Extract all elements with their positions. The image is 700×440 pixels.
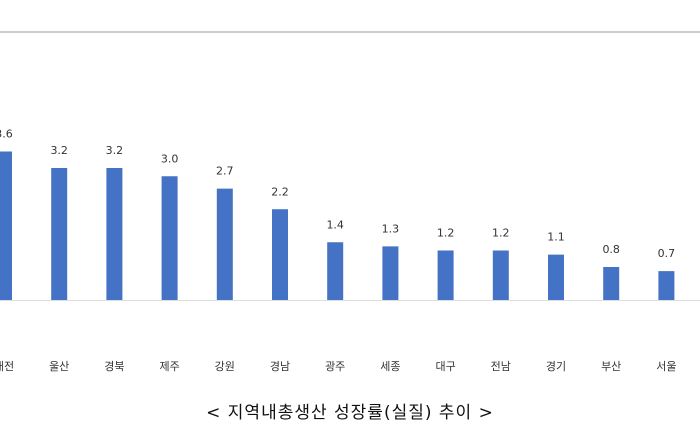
bar: [603, 267, 620, 300]
bar: [382, 246, 399, 300]
x-tick-label: 강원: [215, 360, 235, 373]
value-label: 2.7: [216, 165, 234, 178]
bar: [437, 250, 454, 300]
value-label: 1.1: [547, 231, 565, 244]
value-label: 3.6: [0, 128, 13, 141]
x-tick-label: 경북: [104, 360, 124, 373]
x-tick-label: 대전: [0, 360, 14, 373]
value-label: 3.0: [161, 152, 179, 165]
value-label: 0.7: [658, 247, 676, 260]
value-label: 0.8: [602, 243, 620, 256]
bar: [106, 168, 123, 300]
x-tick-label: 전남: [491, 360, 511, 373]
x-tick-label: 부산: [601, 360, 621, 373]
x-tick-label: 서울: [656, 360, 676, 373]
value-label: 3.2: [106, 144, 124, 157]
value-label: 2.2: [271, 185, 289, 198]
bar: [492, 250, 509, 300]
value-label: 1.2: [437, 227, 455, 240]
bar: [658, 271, 675, 300]
x-tick-label: 경기: [546, 360, 566, 373]
x-tick-label: 울산: [49, 360, 69, 373]
chart-caption: < 지역내총생산 성장률(실질) 추이 >: [206, 403, 494, 423]
x-tick-label: 제주: [159, 360, 179, 373]
x-tick-label: 경남: [270, 360, 290, 373]
value-label: 1.2: [492, 227, 510, 240]
bar: [548, 254, 564, 300]
value-label: 1.3: [382, 222, 400, 235]
bar: [161, 176, 178, 300]
bar: [327, 242, 344, 300]
value-label: 1.4: [326, 218, 344, 231]
bar: [51, 168, 68, 300]
x-tick-label: 광주: [325, 360, 345, 373]
value-label: 3.2: [50, 144, 68, 157]
bar: [216, 188, 233, 300]
bar: [272, 209, 288, 300]
x-tick-label: 대구: [435, 360, 455, 373]
x-tick-label: 세종: [380, 360, 400, 373]
bar: [0, 151, 12, 300]
